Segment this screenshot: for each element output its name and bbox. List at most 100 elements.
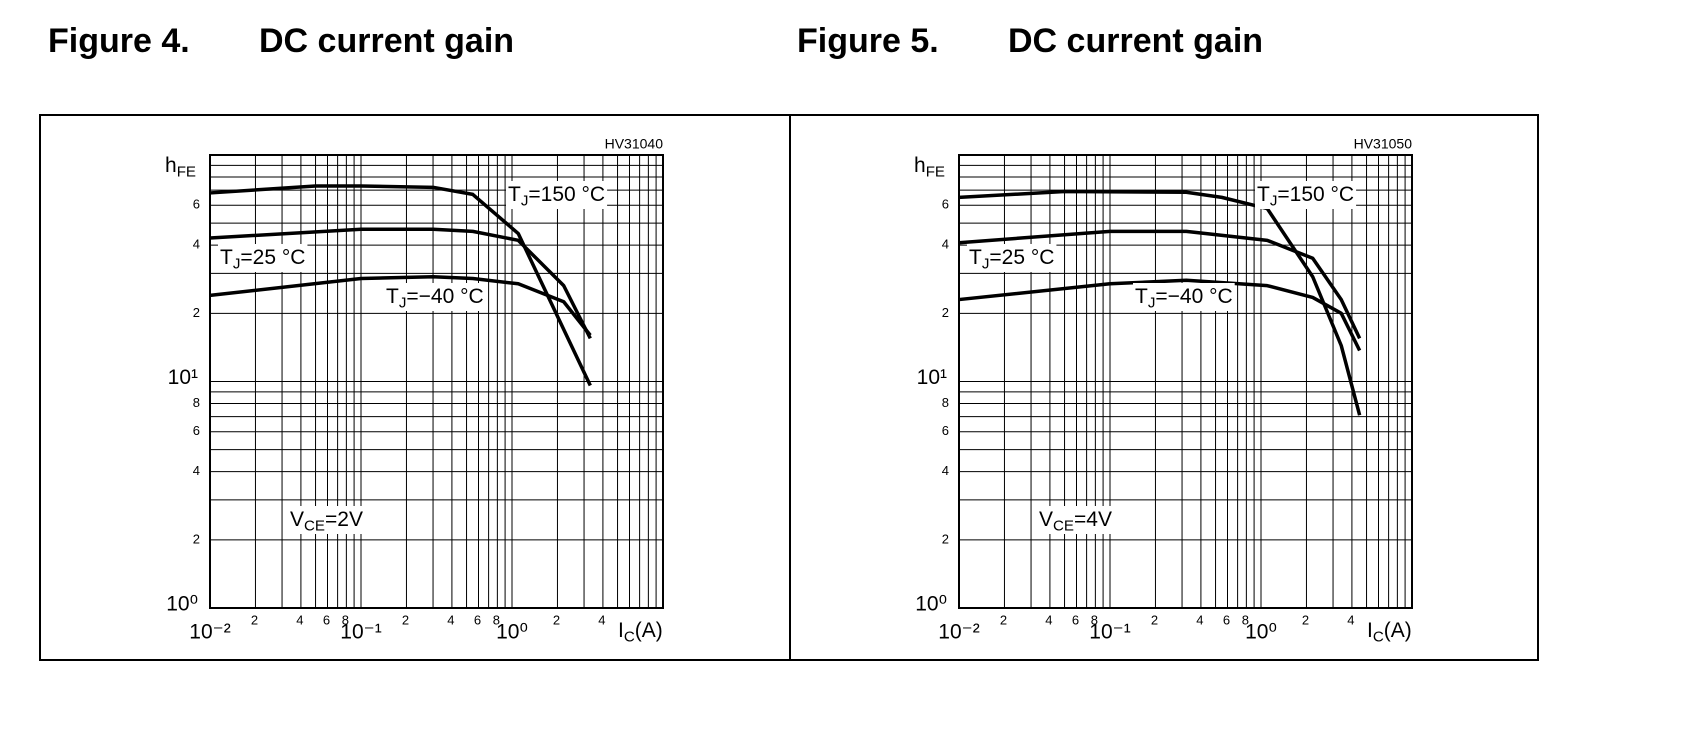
label: TJ=−40 °C <box>386 285 484 312</box>
x-tick-label: 6 <box>474 612 481 627</box>
series-line <box>958 278 1362 352</box>
plot-frame <box>958 154 1413 609</box>
label: TJ=150 °C <box>508 183 605 210</box>
y-tick-label: 6 <box>942 197 949 212</box>
label-sub: J <box>521 192 529 209</box>
y-tick-label: 2 <box>193 305 200 320</box>
label-sub: FE <box>177 163 196 180</box>
label-rest: (A) <box>1384 619 1412 642</box>
x-tick-label: 8 <box>342 612 349 627</box>
x-tick-label: 6 <box>1072 612 1079 627</box>
x-tick-label: 4 <box>1347 612 1354 627</box>
plot-frame <box>209 154 664 609</box>
label-main: V <box>290 508 304 531</box>
label-sub: J <box>399 294 407 311</box>
figure-title: DC current gain <box>259 22 514 60</box>
label-rest: =4V <box>1074 508 1112 531</box>
y-tick-label: 8 <box>942 395 949 410</box>
annotation-bg <box>218 244 308 272</box>
x-tick-label: 2 <box>553 612 560 627</box>
annotation-bg <box>1133 283 1235 311</box>
panel-frame <box>39 114 791 661</box>
label-sub: J <box>982 255 990 272</box>
label-main: T <box>508 183 521 206</box>
label: VCE=2V <box>290 508 363 535</box>
x-tick-label: 4 <box>296 612 303 627</box>
label: TJ=−40 °C <box>1135 285 1233 312</box>
label-rest: =25 °C <box>989 246 1054 269</box>
annotation-bg <box>967 244 1057 272</box>
x-tick-label: 10⁻¹ <box>340 621 381 644</box>
label: IC(A) <box>618 619 663 646</box>
y-tick-label: 6 <box>942 423 949 438</box>
label-sub: C <box>1373 628 1384 645</box>
x-tick-label: 4 <box>598 612 605 627</box>
label-sub: FE <box>926 163 945 180</box>
y-tick-label: 8 <box>193 395 200 410</box>
annotation-bg <box>1037 506 1114 534</box>
series-line <box>958 189 1362 416</box>
label: VCE=4V <box>1039 508 1112 535</box>
y-tick-label: 4 <box>193 237 200 252</box>
x-tick-label: 2 <box>1000 612 1007 627</box>
label-rest: =−40 °C <box>406 285 483 308</box>
annotation-bg <box>288 506 365 534</box>
label-sub: CE <box>1053 517 1074 534</box>
x-tick-label: 10⁻² <box>938 621 979 644</box>
label-rest: =150 °C <box>1277 183 1354 206</box>
label-rest: =25 °C <box>240 246 305 269</box>
label: TJ=25 °C <box>220 246 305 273</box>
x-tick-label: 10⁻¹ <box>1089 621 1130 644</box>
label-sub: CE <box>304 517 325 534</box>
x-tick-label: 10⁻² <box>189 621 230 644</box>
x-tick-label: 6 <box>323 612 330 627</box>
x-tick-label: 2 <box>1302 612 1309 627</box>
x-tick-label: 8 <box>1091 612 1098 627</box>
x-tick-label: 8 <box>1242 612 1249 627</box>
y-tick-label: 6 <box>193 423 200 438</box>
label: IC(A) <box>1367 619 1412 646</box>
annotation-bg <box>506 181 608 209</box>
label-rest: =−40 °C <box>1155 285 1232 308</box>
x-tick-label: 4 <box>1196 612 1203 627</box>
label-sub: J <box>1270 192 1278 209</box>
series-line <box>209 275 592 337</box>
y-tick-label: 10⁰ <box>166 593 198 616</box>
label-main: T <box>386 285 399 308</box>
figure-label: Figure 5. <box>797 22 939 60</box>
x-tick-label: 10⁰ <box>496 621 528 644</box>
label-main: T <box>1135 285 1148 308</box>
figure-title: DC current gain <box>1008 22 1263 60</box>
label: hFE <box>165 154 196 181</box>
label: TJ=150 °C <box>1257 183 1354 210</box>
series-line <box>209 184 592 387</box>
panel-frame <box>789 114 1539 661</box>
label-main: I <box>1367 619 1373 642</box>
x-tick-label: 2 <box>1151 612 1158 627</box>
x-tick-label: 4 <box>447 612 454 627</box>
annotation-bg <box>384 283 486 311</box>
x-tick-label: 4 <box>1045 612 1052 627</box>
label-main: T <box>969 246 982 269</box>
y-tick-label: 2 <box>942 305 949 320</box>
x-tick-label: 8 <box>493 612 500 627</box>
label-rest: =150 °C <box>528 183 605 206</box>
label-main: T <box>1257 183 1270 206</box>
x-tick-label: 6 <box>1223 612 1230 627</box>
label-sub: J <box>233 255 241 272</box>
y-tick-label: 4 <box>193 463 200 478</box>
y-tick-label: 10⁰ <box>915 593 947 616</box>
annotation-bg <box>1255 181 1357 209</box>
label-rest: (A) <box>635 619 663 642</box>
y-tick-label: 2 <box>193 531 200 546</box>
series-line <box>209 227 592 340</box>
label: TJ=25 °C <box>969 246 1054 273</box>
figure-code: HV31040 <box>605 136 664 152</box>
label-main: V <box>1039 508 1053 531</box>
y-tick-label: 2 <box>942 531 949 546</box>
label-main: I <box>618 619 624 642</box>
label-sub: J <box>1148 294 1156 311</box>
x-tick-label: 2 <box>251 612 258 627</box>
figure-code: HV31050 <box>1354 136 1413 152</box>
